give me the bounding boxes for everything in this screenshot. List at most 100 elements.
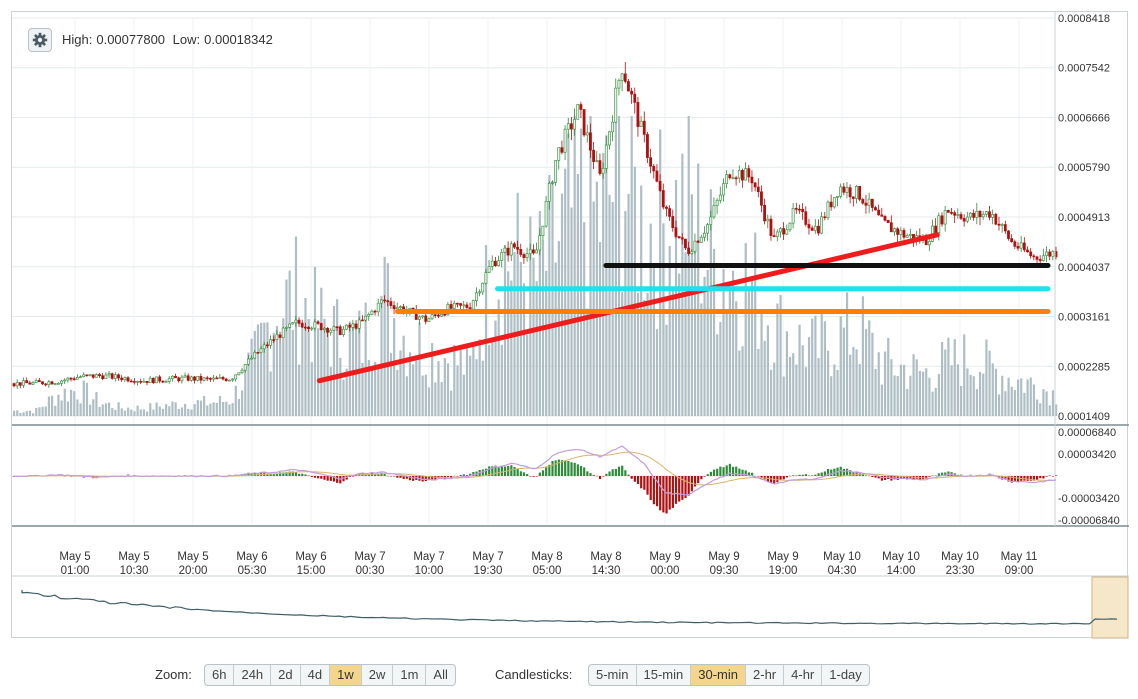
macd-histogram-bar [367, 474, 370, 476]
candle-body [528, 249, 532, 254]
volume-bar [532, 257, 535, 416]
candle-body [535, 249, 538, 254]
candle-body [44, 383, 48, 386]
price-chart-svg[interactable]: 0.0008418 0.0007542 0.0006666 0.0005790 0.00… [12, 12, 1129, 639]
volume-bar [782, 376, 785, 416]
price-axis-tick: 0.0004037 [1058, 262, 1110, 274]
volume-bar [320, 287, 323, 416]
macd-histogram-bar [510, 465, 513, 476]
low-value: 0.00018342 [204, 32, 273, 47]
candle-body [734, 177, 738, 180]
zoom-button-4d[interactable]: 4d [301, 665, 331, 685]
candle-body [357, 319, 361, 329]
candle-body [383, 299, 386, 302]
macd-histogram-bar [912, 476, 915, 480]
candle-button-1-day[interactable]: 1-day [829, 667, 862, 682]
volume-bar [972, 376, 975, 416]
candle-body [60, 380, 63, 384]
volume-bar [228, 404, 231, 416]
candle-body [437, 314, 440, 317]
candle-body [275, 334, 279, 340]
macd-histogram-bar [706, 474, 709, 476]
macd-histogram-bar [383, 473, 386, 476]
volume-bar [389, 353, 393, 416]
zoom-button-1m[interactable]: 1m [393, 665, 427, 685]
candle-body [265, 344, 269, 347]
candle-button-5-min[interactable]: 5-min [589, 665, 637, 685]
macd-histogram-bar [462, 474, 465, 476]
volume-bar [237, 398, 241, 416]
time-axis-date: May 6 [236, 551, 267, 563]
volume-bar [76, 399, 79, 416]
macd-histogram-bar [716, 468, 719, 476]
volume-bar [849, 354, 852, 416]
volume-bar [231, 403, 234, 416]
volume-bar [218, 396, 222, 416]
candle-body [465, 304, 469, 308]
volume-bar [89, 404, 92, 416]
volume-bar [735, 301, 738, 416]
macd-histogram-bar [725, 465, 728, 476]
volume-bar [180, 407, 184, 416]
macd-histogram-bar [703, 476, 706, 477]
zoom-button-1w[interactable]: 1w [330, 665, 362, 685]
macd-histogram-bar [564, 460, 567, 476]
candle-body [899, 230, 903, 235]
volume-bar [44, 406, 47, 416]
volume-bar [716, 334, 719, 416]
candle-body [490, 260, 494, 267]
macd-histogram-bar [307, 475, 310, 476]
volume-bar [472, 343, 475, 416]
volume-bar [779, 295, 782, 416]
zoom-button-2d[interactable]: 2d [271, 665, 301, 685]
settings-button[interactable] [28, 28, 52, 52]
candle-body [139, 381, 143, 383]
candle-body [541, 225, 545, 236]
candle-button-4-hr[interactable]: 4-hr [784, 665, 823, 685]
volume-bar [1020, 378, 1023, 416]
time-axis-time: 19:00 [769, 565, 798, 577]
macd-histogram-bar [491, 466, 494, 476]
zoom-button-6h[interactable]: 6h [205, 665, 235, 685]
candle-body [170, 375, 174, 379]
volume-bar [769, 369, 773, 416]
candle-body [544, 201, 548, 227]
candle-button-15-min[interactable]: 15-min [637, 665, 692, 685]
candle-body [874, 207, 877, 211]
zoom-button-all[interactable]: All [433, 667, 448, 682]
macd-histogram-bar [652, 476, 655, 505]
macd-histogram-bar [636, 476, 640, 485]
candle-body [145, 380, 149, 383]
gear-icon [32, 32, 48, 48]
macd-histogram-bar [427, 476, 431, 481]
macd-histogram-bar [779, 476, 782, 480]
candle-body [250, 357, 253, 360]
macd-histogram-bar [602, 476, 605, 477]
volume-bar [152, 409, 155, 416]
volume-bar [443, 358, 446, 416]
candle-body [842, 186, 846, 193]
macd-histogram-bar [852, 472, 855, 476]
candle-button-30-min[interactable]: 30-min [691, 665, 747, 685]
candle-body [725, 174, 729, 184]
zoom-button-2w[interactable]: 2w [362, 665, 394, 685]
volume-bar [1051, 390, 1055, 416]
zoom-button-24h[interactable]: 24h [234, 665, 272, 685]
candle-body [845, 187, 849, 193]
macd-histogram-bar [484, 468, 488, 476]
navigator-selection[interactable] [1091, 576, 1129, 639]
candle-body [576, 104, 580, 120]
candle-body [668, 208, 672, 217]
macd-histogram-bar [760, 476, 763, 479]
macd-histogram-bar [633, 476, 636, 482]
macd-histogram-bar [294, 472, 298, 476]
volume-bar [32, 413, 35, 416]
macd-histogram-bar [868, 475, 871, 477]
macd-histogram-bar [839, 466, 842, 476]
volume-bar [136, 405, 139, 416]
macd-histogram-bar [529, 476, 532, 477]
candle-body [519, 249, 523, 255]
volume-bar [339, 357, 342, 416]
candle-body [934, 225, 938, 234]
candle-button-2-hr[interactable]: 2-hr [746, 665, 785, 685]
